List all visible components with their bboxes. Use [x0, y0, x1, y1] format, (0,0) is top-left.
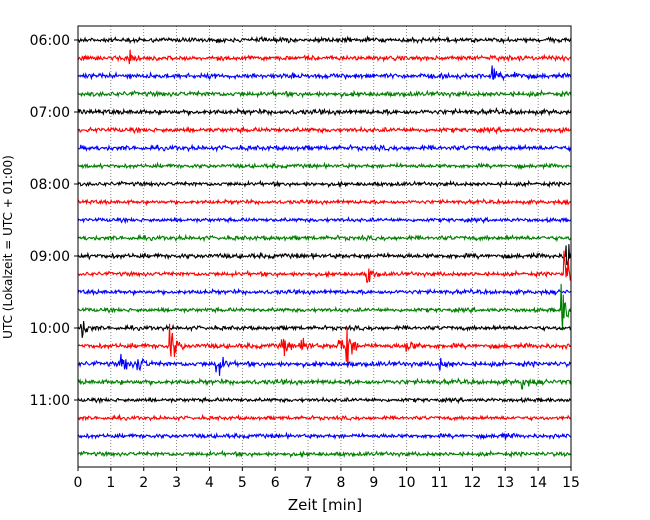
x-tick-label-14: 14 — [529, 475, 547, 491]
trace-row-6 — [77, 143, 572, 153]
x-tick-label-2: 2 — [139, 475, 148, 491]
trace-row-13 — [77, 250, 572, 283]
x-tick-label-0: 0 — [74, 475, 83, 491]
trace-row-19 — [77, 377, 572, 390]
x-tick-label-5: 5 — [238, 475, 247, 491]
y-axis-title: UTC (Lokalzeit = UTC + 01:00) — [1, 155, 15, 339]
x-axis-title: Zeit [min] — [288, 496, 362, 514]
x-tick-label-15: 15 — [562, 475, 580, 491]
x-tick-label-4: 4 — [205, 475, 214, 491]
plot-frame — [77, 25, 572, 468]
trace-row-17 — [77, 323, 572, 368]
y-tick-label-11:00: 11:00 — [30, 393, 70, 409]
trace-row-3 — [77, 88, 572, 99]
x-axis-ticks: 0 1 2 3 4 5 6 7 8 9 10 11 12 13 14 15 — [74, 467, 580, 491]
trace-row-23 — [77, 449, 572, 459]
trace-row-1 — [77, 49, 572, 65]
x-tick-label-10: 10 — [398, 475, 416, 491]
trace-row-18 — [77, 353, 572, 376]
x-tick-label-12: 12 — [463, 475, 481, 491]
x-tick-label-6: 6 — [271, 475, 280, 491]
trace-row-5 — [77, 125, 572, 135]
trace-row-11 — [77, 233, 572, 243]
y-axis-ticks: 06:00 07:00 08:00 09:00 10:00 11:00 — [30, 33, 78, 409]
trace-row-7 — [77, 161, 572, 171]
x-tick-label-7: 7 — [304, 475, 313, 491]
x-tick-label-13: 13 — [496, 475, 514, 491]
y-tick-label-09:00: 09:00 — [30, 249, 70, 265]
trace-row-0 — [77, 34, 572, 45]
x-tick-label-9: 9 — [369, 475, 378, 491]
trace-row-9 — [77, 197, 572, 207]
trace-row-15 — [77, 283, 572, 331]
trace-row-10 — [77, 216, 572, 225]
trace-row-22 — [77, 431, 572, 441]
y-tick-label-10:00: 10:00 — [30, 321, 70, 337]
trace-row-8 — [77, 179, 572, 189]
x-tick-label-11: 11 — [431, 475, 449, 491]
trace-row-21 — [77, 413, 572, 422]
x-tick-label-1: 1 — [106, 475, 115, 491]
trace-row-4 — [77, 106, 572, 117]
seismogram-traces — [77, 34, 572, 459]
x-tick-label-3: 3 — [172, 475, 181, 491]
trace-row-2 — [77, 65, 572, 82]
trace-row-16 — [77, 321, 572, 338]
trace-row-14 — [77, 287, 572, 297]
y-tick-label-06:00: 06:00 — [30, 33, 70, 49]
trace-row-12 — [77, 244, 572, 269]
trace-row-20 — [77, 396, 572, 405]
y-tick-label-08:00: 08:00 — [30, 177, 70, 193]
x-tick-label-8: 8 — [336, 475, 345, 491]
y-tick-label-07:00: 07:00 — [30, 105, 70, 121]
